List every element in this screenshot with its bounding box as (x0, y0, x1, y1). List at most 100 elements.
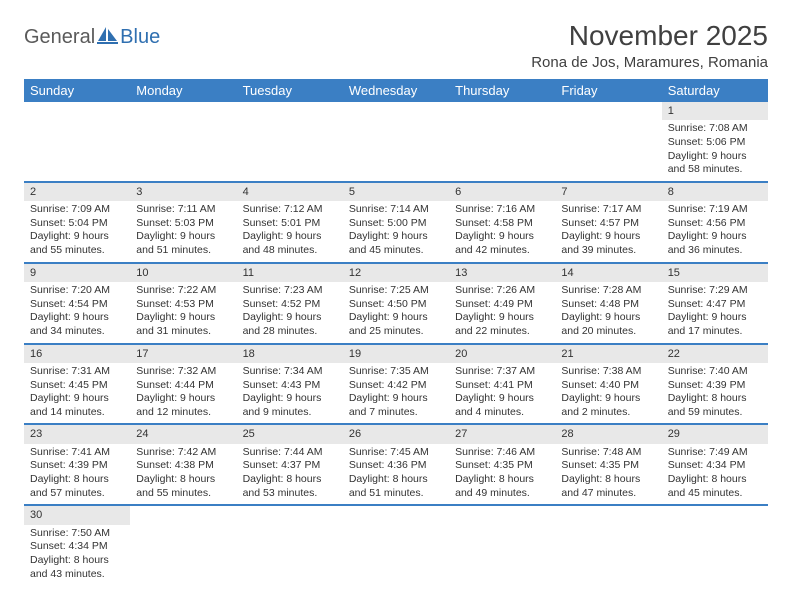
calendar-cell: 16Sunrise: 7:31 AMSunset: 4:45 PMDayligh… (24, 344, 130, 425)
calendar-cell (130, 505, 236, 585)
calendar-cell (555, 102, 661, 182)
calendar-cell: 28Sunrise: 7:48 AMSunset: 4:35 PMDayligh… (555, 424, 661, 505)
day-number: 15 (662, 264, 768, 282)
weekday-header: Thursday (449, 79, 555, 102)
day-details: Sunrise: 7:46 AMSunset: 4:35 PMDaylight:… (449, 444, 555, 505)
calendar-cell (449, 102, 555, 182)
day-details: Sunrise: 7:35 AMSunset: 4:42 PMDaylight:… (343, 363, 449, 424)
calendar-cell: 5Sunrise: 7:14 AMSunset: 5:00 PMDaylight… (343, 182, 449, 263)
weekday-header: Tuesday (237, 79, 343, 102)
day-details: Sunrise: 7:31 AMSunset: 4:45 PMDaylight:… (24, 363, 130, 424)
day-number: 29 (662, 425, 768, 443)
day-details: Sunrise: 7:50 AMSunset: 4:34 PMDaylight:… (24, 525, 130, 586)
calendar-row: 16Sunrise: 7:31 AMSunset: 4:45 PMDayligh… (24, 344, 768, 425)
sail-icon (97, 26, 119, 49)
day-number: 16 (24, 345, 130, 363)
day-details: Sunrise: 7:40 AMSunset: 4:39 PMDaylight:… (662, 363, 768, 424)
day-number: 22 (662, 345, 768, 363)
calendar-cell: 18Sunrise: 7:34 AMSunset: 4:43 PMDayligh… (237, 344, 343, 425)
day-details: Sunrise: 7:48 AMSunset: 4:35 PMDaylight:… (555, 444, 661, 505)
day-details: Sunrise: 7:23 AMSunset: 4:52 PMDaylight:… (237, 282, 343, 343)
day-number: 19 (343, 345, 449, 363)
day-number: 1 (662, 102, 768, 120)
weekday-header: Monday (130, 79, 236, 102)
day-details: Sunrise: 7:38 AMSunset: 4:40 PMDaylight:… (555, 363, 661, 424)
day-details: Sunrise: 7:37 AMSunset: 4:41 PMDaylight:… (449, 363, 555, 424)
day-details: Sunrise: 7:22 AMSunset: 4:53 PMDaylight:… (130, 282, 236, 343)
day-number: 25 (237, 425, 343, 443)
calendar-cell: 2Sunrise: 7:09 AMSunset: 5:04 PMDaylight… (24, 182, 130, 263)
weekday-header: Sunday (24, 79, 130, 102)
day-details: Sunrise: 7:25 AMSunset: 4:50 PMDaylight:… (343, 282, 449, 343)
calendar-cell: 9Sunrise: 7:20 AMSunset: 4:54 PMDaylight… (24, 263, 130, 344)
calendar-cell: 15Sunrise: 7:29 AMSunset: 4:47 PMDayligh… (662, 263, 768, 344)
calendar-cell: 24Sunrise: 7:42 AMSunset: 4:38 PMDayligh… (130, 424, 236, 505)
weekday-header: Saturday (662, 79, 768, 102)
day-details: Sunrise: 7:34 AMSunset: 4:43 PMDaylight:… (237, 363, 343, 424)
day-number: 17 (130, 345, 236, 363)
day-details: Sunrise: 7:41 AMSunset: 4:39 PMDaylight:… (24, 444, 130, 505)
calendar-cell: 12Sunrise: 7:25 AMSunset: 4:50 PMDayligh… (343, 263, 449, 344)
calendar-cell: 22Sunrise: 7:40 AMSunset: 4:39 PMDayligh… (662, 344, 768, 425)
title-block: November 2025 Rona de Jos, Maramures, Ro… (531, 20, 768, 71)
calendar-cell (237, 102, 343, 182)
calendar-cell: 7Sunrise: 7:17 AMSunset: 4:57 PMDaylight… (555, 182, 661, 263)
calendar-cell: 6Sunrise: 7:16 AMSunset: 4:58 PMDaylight… (449, 182, 555, 263)
day-number: 13 (449, 264, 555, 282)
calendar-row: 1Sunrise: 7:08 AMSunset: 5:06 PMDaylight… (24, 102, 768, 182)
logo: General Blue (24, 26, 160, 49)
calendar-cell (662, 505, 768, 585)
day-number: 30 (24, 506, 130, 524)
day-number: 3 (130, 183, 236, 201)
day-details: Sunrise: 7:12 AMSunset: 5:01 PMDaylight:… (237, 201, 343, 262)
day-details: Sunrise: 7:45 AMSunset: 4:36 PMDaylight:… (343, 444, 449, 505)
calendar-cell: 11Sunrise: 7:23 AMSunset: 4:52 PMDayligh… (237, 263, 343, 344)
day-number: 10 (130, 264, 236, 282)
day-number: 8 (662, 183, 768, 201)
day-number: 2 (24, 183, 130, 201)
calendar-cell: 26Sunrise: 7:45 AMSunset: 4:36 PMDayligh… (343, 424, 449, 505)
page-title: November 2025 (531, 20, 768, 52)
weekday-header: Friday (555, 79, 661, 102)
calendar-cell: 19Sunrise: 7:35 AMSunset: 4:42 PMDayligh… (343, 344, 449, 425)
day-number: 5 (343, 183, 449, 201)
calendar-cell (130, 102, 236, 182)
day-number: 27 (449, 425, 555, 443)
day-number: 21 (555, 345, 661, 363)
calendar-cell (237, 505, 343, 585)
day-details: Sunrise: 7:32 AMSunset: 4:44 PMDaylight:… (130, 363, 236, 424)
calendar-cell: 14Sunrise: 7:28 AMSunset: 4:48 PMDayligh… (555, 263, 661, 344)
calendar-cell: 17Sunrise: 7:32 AMSunset: 4:44 PMDayligh… (130, 344, 236, 425)
day-details: Sunrise: 7:19 AMSunset: 4:56 PMDaylight:… (662, 201, 768, 262)
day-details: Sunrise: 7:11 AMSunset: 5:03 PMDaylight:… (130, 201, 236, 262)
calendar-cell: 4Sunrise: 7:12 AMSunset: 5:01 PMDaylight… (237, 182, 343, 263)
calendar-table: SundayMondayTuesdayWednesdayThursdayFrid… (24, 79, 768, 585)
calendar-cell (24, 102, 130, 182)
calendar-cell: 8Sunrise: 7:19 AMSunset: 4:56 PMDaylight… (662, 182, 768, 263)
day-details: Sunrise: 7:44 AMSunset: 4:37 PMDaylight:… (237, 444, 343, 505)
day-number: 28 (555, 425, 661, 443)
calendar-cell: 1Sunrise: 7:08 AMSunset: 5:06 PMDaylight… (662, 102, 768, 182)
calendar-cell (555, 505, 661, 585)
day-details: Sunrise: 7:28 AMSunset: 4:48 PMDaylight:… (555, 282, 661, 343)
calendar-cell: 25Sunrise: 7:44 AMSunset: 4:37 PMDayligh… (237, 424, 343, 505)
calendar-cell: 30Sunrise: 7:50 AMSunset: 4:34 PMDayligh… (24, 505, 130, 585)
calendar-cell (449, 505, 555, 585)
day-number: 14 (555, 264, 661, 282)
day-details: Sunrise: 7:17 AMSunset: 4:57 PMDaylight:… (555, 201, 661, 262)
day-number: 18 (237, 345, 343, 363)
day-details: Sunrise: 7:14 AMSunset: 5:00 PMDaylight:… (343, 201, 449, 262)
day-number: 11 (237, 264, 343, 282)
logo-text-general: General (24, 26, 95, 49)
calendar-cell: 10Sunrise: 7:22 AMSunset: 4:53 PMDayligh… (130, 263, 236, 344)
day-details: Sunrise: 7:20 AMSunset: 4:54 PMDaylight:… (24, 282, 130, 343)
day-number: 26 (343, 425, 449, 443)
day-details: Sunrise: 7:08 AMSunset: 5:06 PMDaylight:… (662, 120, 768, 181)
calendar-cell (343, 102, 449, 182)
calendar-row: 23Sunrise: 7:41 AMSunset: 4:39 PMDayligh… (24, 424, 768, 505)
calendar-cell: 23Sunrise: 7:41 AMSunset: 4:39 PMDayligh… (24, 424, 130, 505)
day-details: Sunrise: 7:42 AMSunset: 4:38 PMDaylight:… (130, 444, 236, 505)
day-number: 7 (555, 183, 661, 201)
day-details: Sunrise: 7:16 AMSunset: 4:58 PMDaylight:… (449, 201, 555, 262)
day-number: 20 (449, 345, 555, 363)
